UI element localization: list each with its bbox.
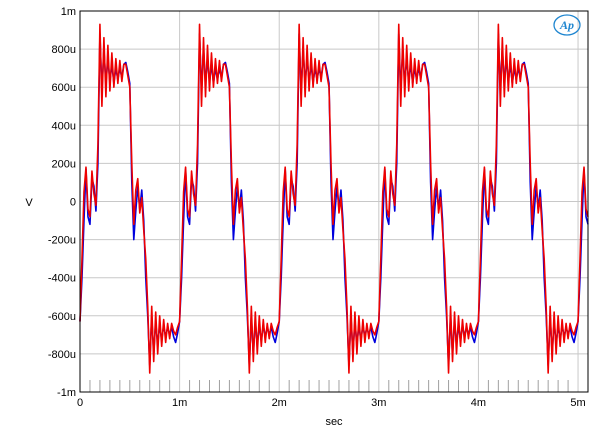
x-tick-label: 0 [77, 397, 83, 409]
y-tick-label: -1m [57, 387, 76, 399]
ap-logo: Ap [553, 14, 581, 36]
logo-text: Ap [559, 18, 574, 32]
y-tick-label: -400u [48, 273, 76, 285]
y-tick-label: 1m [61, 6, 76, 18]
x-tick-label: 4m [471, 397, 486, 409]
y-axis-title: V [25, 197, 33, 209]
x-tick-label: 5m [570, 397, 585, 409]
x-tick-label: 3m [371, 397, 386, 409]
y-tick-label: -200u [48, 235, 76, 247]
y-tick-label: -600u [48, 311, 76, 323]
y-tick-label: -800u [48, 349, 76, 361]
y-tick-label: 0 [70, 197, 76, 209]
y-tick-labels: 1m 800u 600u 400u 200u 0 -200u -400u -600u -800u -… [48, 6, 76, 399]
x-axis-title: sec [325, 416, 343, 428]
series-line-2 [79, 23, 589, 374]
y-tick-label: 800u [52, 44, 76, 56]
plot-frame [79, 10, 589, 393]
y-tick-label: 600u [52, 82, 76, 94]
x-tick-label: 1m [172, 397, 187, 409]
series-layer [79, 23, 589, 374]
x-tick-label: 2m [272, 397, 287, 409]
y-tick-label: 400u [52, 120, 76, 132]
x-tick-labels: 0 1m 2m 3m 4m 5m [77, 397, 586, 409]
logo-ellipse [553, 14, 581, 36]
y-tick-label: 200u [52, 158, 76, 170]
